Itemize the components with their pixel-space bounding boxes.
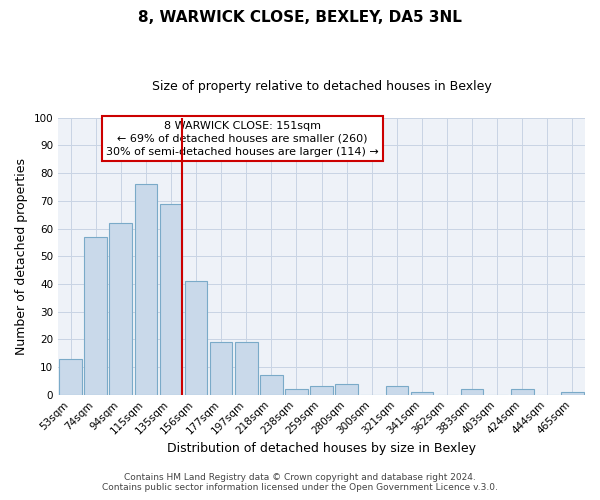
Bar — [511, 389, 533, 394]
Bar — [134, 184, 157, 394]
Text: 8 WARWICK CLOSE: 151sqm
← 69% of detached houses are smaller (260)
30% of semi-d: 8 WARWICK CLOSE: 151sqm ← 69% of detache… — [106, 120, 379, 157]
Bar — [461, 389, 484, 394]
Text: Contains HM Land Registry data © Crown copyright and database right 2024.
Contai: Contains HM Land Registry data © Crown c… — [102, 473, 498, 492]
Bar — [310, 386, 333, 394]
Title: Size of property relative to detached houses in Bexley: Size of property relative to detached ho… — [152, 80, 491, 93]
Bar — [561, 392, 584, 394]
Bar — [85, 237, 107, 394]
Bar — [109, 223, 132, 394]
Bar — [260, 376, 283, 394]
Bar — [410, 392, 433, 394]
Bar — [285, 389, 308, 394]
Bar — [386, 386, 408, 394]
Bar — [210, 342, 232, 394]
Bar — [235, 342, 257, 394]
Bar — [335, 384, 358, 394]
Y-axis label: Number of detached properties: Number of detached properties — [15, 158, 28, 355]
Bar — [160, 204, 182, 394]
X-axis label: Distribution of detached houses by size in Bexley: Distribution of detached houses by size … — [167, 442, 476, 455]
Bar — [59, 358, 82, 394]
Bar — [185, 281, 208, 394]
Text: 8, WARWICK CLOSE, BEXLEY, DA5 3NL: 8, WARWICK CLOSE, BEXLEY, DA5 3NL — [138, 10, 462, 25]
